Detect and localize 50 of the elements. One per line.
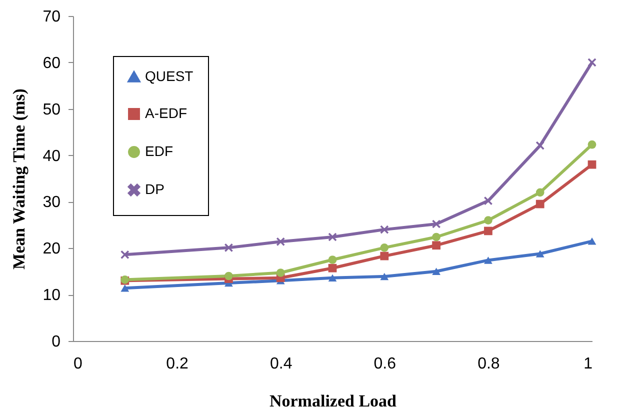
point xyxy=(380,244,389,252)
point xyxy=(432,232,440,242)
point xyxy=(536,188,544,197)
point xyxy=(224,272,233,280)
point xyxy=(484,226,492,236)
legend-label: A-EDF xyxy=(145,105,187,121)
point xyxy=(328,264,337,272)
y-tick-label: 50 xyxy=(42,101,61,118)
point xyxy=(588,160,596,169)
x-tick-label: 0.2 xyxy=(166,356,189,372)
x-tick-label: 0 xyxy=(74,356,82,372)
point xyxy=(432,268,440,275)
legend-label: DP xyxy=(145,181,164,197)
point xyxy=(328,232,337,242)
point xyxy=(224,243,233,252)
point xyxy=(276,237,285,246)
point xyxy=(380,225,389,234)
y-tick-label: 0 xyxy=(52,334,61,350)
point xyxy=(484,216,492,224)
point xyxy=(380,272,389,280)
y-tick-label: 60 xyxy=(42,54,61,72)
point xyxy=(276,268,285,277)
point xyxy=(432,220,440,228)
y-tick-label: 40 xyxy=(42,148,61,165)
point xyxy=(536,141,544,150)
x-tick-label: 0.8 xyxy=(478,356,500,372)
point xyxy=(120,250,130,259)
point xyxy=(536,200,544,208)
point xyxy=(484,196,492,205)
legend-label: EDF xyxy=(145,143,173,159)
point xyxy=(328,256,337,264)
x-tick-label: 0.4 xyxy=(270,356,292,372)
point xyxy=(380,252,389,260)
y-tick-label: 30 xyxy=(42,194,61,212)
y-tick-label: 10 xyxy=(42,287,61,304)
point xyxy=(432,241,440,250)
point xyxy=(328,274,337,282)
x-axis-title: Normalized Load xyxy=(269,392,398,410)
point xyxy=(536,250,544,258)
point xyxy=(120,284,130,292)
point xyxy=(588,238,596,245)
point xyxy=(588,140,596,149)
y-axis-title: Mean Waiting Time (ms) xyxy=(10,88,29,270)
point xyxy=(484,256,492,264)
legend-label: QUEST xyxy=(145,68,194,84)
y-tick-label: 20 xyxy=(42,240,61,258)
y-tick-label: 70 xyxy=(42,8,61,26)
x-tick-label: 0.6 xyxy=(374,356,396,372)
point xyxy=(588,58,596,67)
x-tick-label: 1 xyxy=(584,356,593,372)
